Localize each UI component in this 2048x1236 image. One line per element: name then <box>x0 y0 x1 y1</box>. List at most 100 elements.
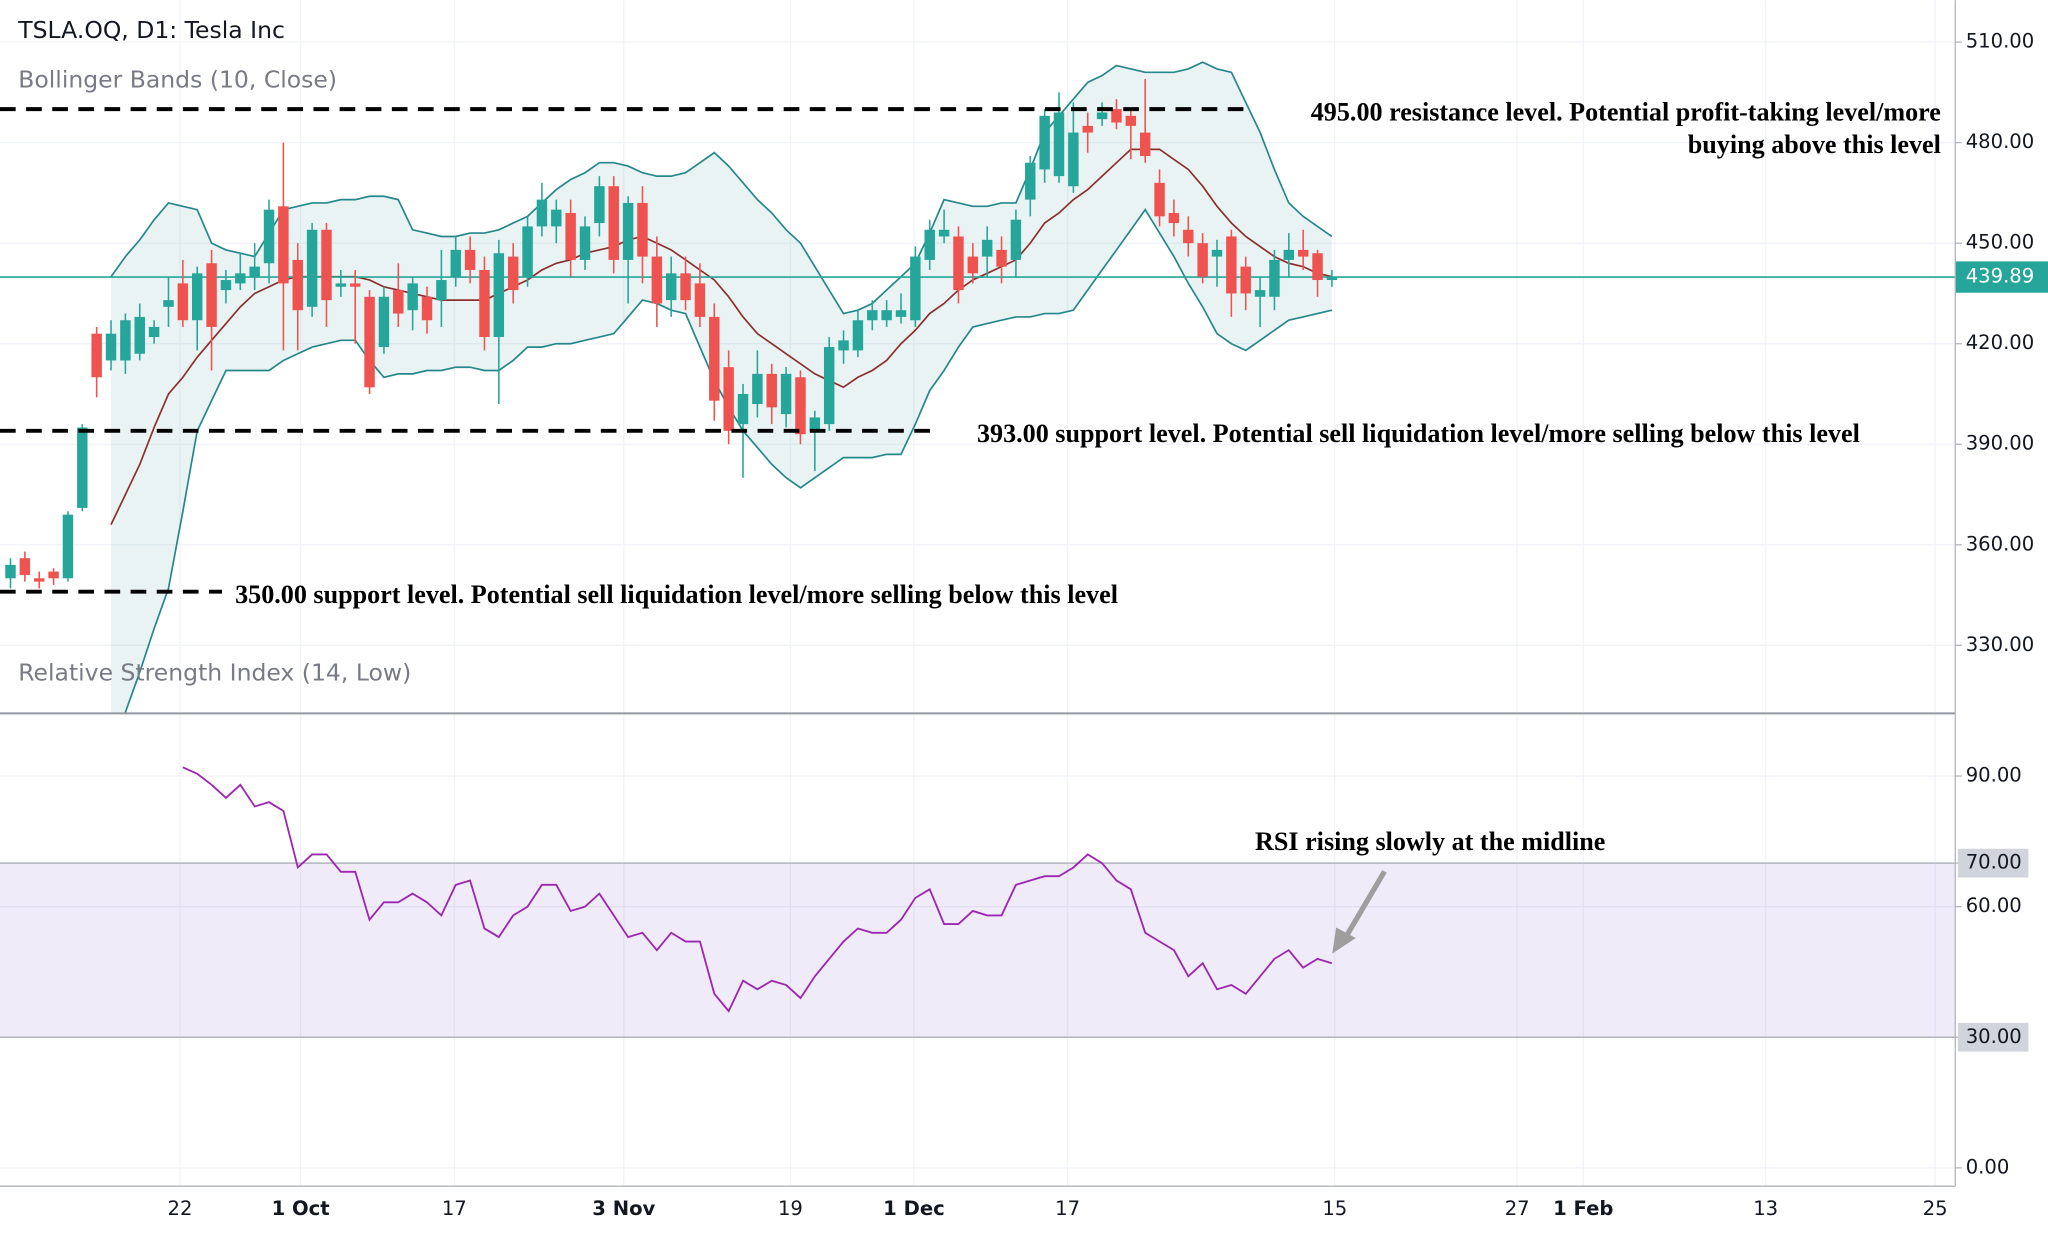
candle-body <box>680 273 691 301</box>
candle-body <box>967 256 979 274</box>
candle-body <box>1053 112 1065 177</box>
upper-band <box>110 61 1333 315</box>
last-price-box <box>1955 261 2048 293</box>
candle-body <box>910 256 921 321</box>
candle-body <box>1254 290 1266 297</box>
candle-body <box>780 373 792 415</box>
y-tick-label: 70.00 <box>1966 851 2022 874</box>
candle-body <box>33 578 45 582</box>
candle-body <box>105 333 117 361</box>
candle-body <box>795 377 806 435</box>
candle-body <box>594 186 605 224</box>
x-tick-label: 13 <box>1753 1197 1778 1220</box>
candle-body <box>278 206 289 284</box>
candle-body <box>981 239 993 257</box>
candle-body <box>19 558 31 575</box>
candle-body <box>206 263 217 327</box>
candle-body <box>938 229 950 237</box>
candle-body <box>1168 213 1180 224</box>
candle-body <box>77 427 88 508</box>
candle-body <box>378 296 390 348</box>
candle-body <box>608 186 619 260</box>
candle-body <box>62 514 74 579</box>
candle-body <box>723 367 734 431</box>
candle-body <box>1197 243 1208 277</box>
candle-body <box>306 229 318 307</box>
candle-body <box>867 310 878 321</box>
candle-body <box>551 209 562 227</box>
candle-body <box>191 273 203 321</box>
y-tick-label: 390.00 <box>1966 432 2035 455</box>
candle-body <box>1183 229 1194 244</box>
candle-body <box>292 259 303 311</box>
y-tick-label: 420.00 <box>1966 331 2035 354</box>
rsi-band <box>0 863 1956 1038</box>
candle-body <box>321 229 332 301</box>
candle-body <box>335 283 347 287</box>
candle-body <box>48 571 59 579</box>
candle-body <box>148 326 160 338</box>
candle-body <box>823 347 835 425</box>
candle-body <box>622 202 634 260</box>
x-tick-label: 15 <box>1322 1197 1347 1220</box>
candle-body <box>838 340 849 351</box>
candle-body <box>1025 162 1036 200</box>
x-tick-label: 3 Nov <box>592 1197 655 1220</box>
candle-body <box>5 564 16 579</box>
x-tick-label: 27 <box>1505 1197 1530 1220</box>
candle-body <box>1269 259 1280 297</box>
x-tick-label: 19 <box>778 1197 803 1220</box>
candle-body <box>709 316 720 401</box>
y-tick-label: 510.00 <box>1966 30 2035 53</box>
arrow <box>1332 870 1387 954</box>
candle-body <box>134 316 145 354</box>
x-tick-label: 17 <box>1055 1197 1080 1220</box>
candle-body <box>1283 249 1295 260</box>
candle-body <box>120 320 131 361</box>
band-fill <box>111 62 1332 714</box>
candle-body <box>436 280 447 301</box>
candle-body <box>953 236 964 291</box>
candle-body <box>421 296 433 321</box>
candle-body <box>536 199 548 227</box>
y-tick-label: 90.00 <box>1966 764 2022 787</box>
candle-body <box>752 373 763 405</box>
symbol-title: TSLA.OQ, D1: Tesla Inc <box>17 16 285 44</box>
tick-box <box>1957 1022 2029 1052</box>
y-tick-label: 0.00 <box>1966 1155 2010 1178</box>
candle-body <box>1010 219 1022 260</box>
candle-body <box>1125 115 1137 126</box>
rsi-line <box>182 766 1333 1013</box>
lower-band <box>124 208 1333 714</box>
candle-body <box>1039 115 1050 170</box>
candle-body <box>852 320 864 351</box>
candle-body <box>407 283 418 311</box>
candle-body <box>809 417 821 431</box>
candle-body <box>1226 236 1237 294</box>
candle-body <box>1297 249 1309 257</box>
candle-body <box>1139 132 1151 157</box>
candle-body <box>895 310 907 317</box>
candle-body <box>493 253 505 338</box>
candle-body <box>1211 249 1223 257</box>
candle-body <box>1111 109 1122 123</box>
arrow-head <box>1332 927 1356 954</box>
level-note: buying above this level <box>1688 130 1941 159</box>
candle-body <box>522 226 533 277</box>
level-note: 350.00 support level. Potential sell liq… <box>235 580 1118 609</box>
y-tick-label: 480.00 <box>1966 130 2035 153</box>
candle-body <box>924 229 935 260</box>
candle-body <box>1068 132 1079 187</box>
indicator-label: Bollinger Bands (10, Close) <box>18 66 337 94</box>
candle-body <box>249 266 260 277</box>
candle-body <box>507 256 519 291</box>
candle-body <box>579 226 591 260</box>
candle-body <box>479 269 490 338</box>
x-tick-label: 17 <box>442 1197 467 1220</box>
candle-body <box>1240 266 1251 294</box>
x-tick-label: 1 Dec <box>883 1197 945 1220</box>
candle-body <box>177 283 189 321</box>
level-note: 495.00 resistance level. Potential profi… <box>1311 97 1941 126</box>
y-tick-label: 30.00 <box>1966 1025 2022 1048</box>
